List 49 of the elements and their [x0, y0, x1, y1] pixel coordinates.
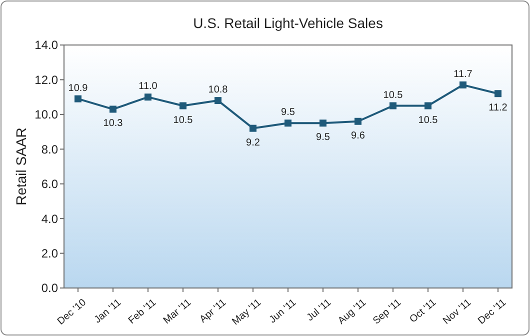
y-axis-title: Retail SAAR: [13, 128, 29, 206]
x-tick-label: Nov '11: [441, 296, 474, 327]
point: [494, 90, 502, 98]
point: [284, 120, 292, 127]
y-tick-label: 8.0: [41, 142, 58, 156]
y-tick-label: 10.0: [34, 108, 58, 122]
y-tick-label: 0.0: [41, 281, 58, 296]
point: [424, 102, 432, 110]
point: [390, 102, 396, 110]
text: 11.0: [138, 81, 158, 92]
text: 10.8: [208, 84, 228, 96]
point: [250, 124, 256, 132]
x-tick-label: Mar '11: [162, 296, 194, 326]
text: 11.7: [454, 68, 472, 80]
text: 9.5: [316, 132, 330, 144]
x-tick-label: Oct '11: [408, 296, 439, 326]
point: [460, 81, 466, 88]
text: 9.6: [351, 130, 365, 142]
text: 10.5: [383, 90, 403, 101]
text: 10.9: [68, 82, 88, 94]
x-tick-label: Dec '10: [56, 296, 89, 328]
text: 10.5: [418, 114, 438, 126]
point: [74, 95, 82, 102]
point: [320, 120, 326, 127]
point: [180, 102, 186, 110]
x-tick-label: Dec '11: [476, 296, 509, 327]
text: 10.5: [173, 114, 193, 126]
y-tick-label: 12.0: [34, 72, 58, 87]
x-tick-label: May '11: [230, 296, 264, 328]
chart-title: U.S. Retail Light-Vehicle Sales: [193, 15, 383, 31]
x-tick-label: Sep '11: [371, 296, 404, 327]
text: 11.2: [488, 102, 508, 114]
text: 10.3: [103, 118, 123, 130]
point: [214, 97, 222, 104]
y-tick-label: 4.0: [41, 212, 58, 226]
x-tick-label: Jun '11: [267, 296, 299, 326]
text: 9.5: [281, 107, 295, 118]
x-tick-label: Aug '11: [336, 296, 369, 327]
x-tick-label: Jul '11: [305, 296, 334, 324]
x-tick-label: Jan '11: [92, 296, 124, 326]
x-tick-label: Apr '11: [198, 296, 229, 326]
point: [354, 118, 362, 125]
y-tick-label: 2.0: [41, 246, 58, 260]
y-tick-label: 6.0: [41, 177, 58, 192]
point: [144, 94, 152, 101]
y-tick-label: 14.0: [34, 38, 58, 52]
x-tick-label: Feb '11: [126, 296, 159, 326]
text: 9.2: [246, 137, 260, 148]
point: [110, 106, 116, 113]
